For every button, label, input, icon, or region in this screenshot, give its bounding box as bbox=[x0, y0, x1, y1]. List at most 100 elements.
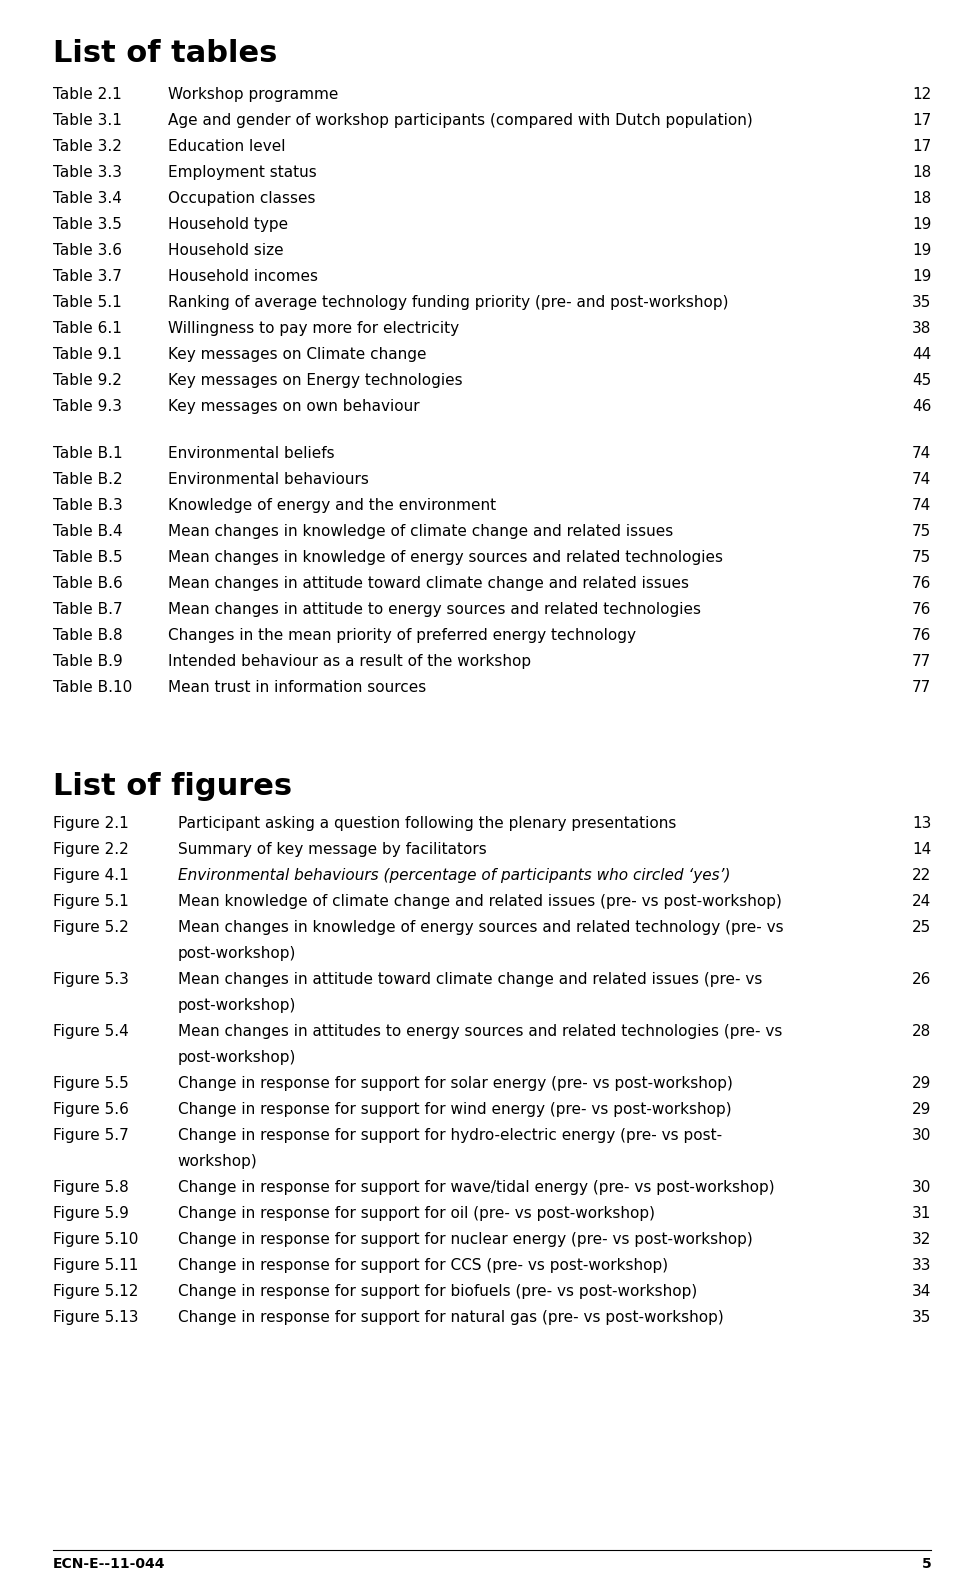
Text: Figure 5.11: Figure 5.11 bbox=[53, 1258, 138, 1273]
Text: Figure 5.4: Figure 5.4 bbox=[53, 1024, 129, 1038]
Text: Table 2.1: Table 2.1 bbox=[53, 87, 122, 103]
Text: Key messages on Climate change: Key messages on Climate change bbox=[168, 347, 426, 363]
Text: 31: 31 bbox=[912, 1206, 931, 1221]
Text: Change in response for support for wind energy (pre- vs post-workshop): Change in response for support for wind … bbox=[178, 1101, 732, 1117]
Text: Table 3.2: Table 3.2 bbox=[53, 139, 122, 155]
Text: Table 6.1: Table 6.1 bbox=[53, 320, 122, 336]
Text: Environmental behaviours (percentage of participants who circled ‘yes’): Environmental behaviours (percentage of … bbox=[178, 868, 731, 882]
Text: Table B.3: Table B.3 bbox=[53, 499, 123, 513]
Text: Intended behaviour as a result of the workshop: Intended behaviour as a result of the wo… bbox=[168, 655, 531, 669]
Text: Table B.7: Table B.7 bbox=[53, 603, 123, 617]
Text: 38: 38 bbox=[912, 320, 931, 336]
Text: 45: 45 bbox=[912, 372, 931, 388]
Text: 19: 19 bbox=[912, 268, 931, 284]
Text: Mean changes in attitude toward climate change and related issues: Mean changes in attitude toward climate … bbox=[168, 576, 689, 592]
Text: Figure 5.10: Figure 5.10 bbox=[53, 1232, 138, 1247]
Text: 75: 75 bbox=[912, 551, 931, 565]
Text: Mean trust in information sources: Mean trust in information sources bbox=[168, 680, 426, 696]
Text: Participant asking a question following the plenary presentations: Participant asking a question following … bbox=[178, 816, 676, 830]
Text: 44: 44 bbox=[912, 347, 931, 363]
Text: 35: 35 bbox=[912, 295, 931, 311]
Text: Figure 5.12: Figure 5.12 bbox=[53, 1284, 138, 1299]
Text: 26: 26 bbox=[912, 972, 931, 986]
Text: ECN-E--11-044: ECN-E--11-044 bbox=[53, 1557, 165, 1572]
Text: Environmental behaviours: Environmental behaviours bbox=[168, 472, 369, 488]
Text: 19: 19 bbox=[912, 243, 931, 259]
Text: 17: 17 bbox=[912, 139, 931, 155]
Text: Knowledge of energy and the environment: Knowledge of energy and the environment bbox=[168, 499, 496, 513]
Text: Mean changes in attitude to energy sources and related technologies: Mean changes in attitude to energy sourc… bbox=[168, 603, 701, 617]
Text: 18: 18 bbox=[912, 191, 931, 207]
Text: Figure 2.2: Figure 2.2 bbox=[53, 841, 129, 857]
Text: 76: 76 bbox=[912, 628, 931, 644]
Text: Figure 4.1: Figure 4.1 bbox=[53, 868, 129, 882]
Text: Table B.6: Table B.6 bbox=[53, 576, 123, 592]
Text: Table 5.1: Table 5.1 bbox=[53, 295, 122, 311]
Text: Age and gender of workshop participants (compared with Dutch population): Age and gender of workshop participants … bbox=[168, 114, 753, 128]
Text: Figure 5.3: Figure 5.3 bbox=[53, 972, 129, 986]
Text: Changes in the mean priority of preferred energy technology: Changes in the mean priority of preferre… bbox=[168, 628, 636, 644]
Text: post-workshop): post-workshop) bbox=[178, 997, 296, 1013]
Text: Summary of key message by facilitators: Summary of key message by facilitators bbox=[178, 841, 487, 857]
Text: 18: 18 bbox=[912, 164, 931, 180]
Text: List of tables: List of tables bbox=[53, 39, 277, 68]
Text: post-workshop): post-workshop) bbox=[178, 1049, 296, 1065]
Text: Table 3.7: Table 3.7 bbox=[53, 268, 122, 284]
Text: Table 3.6: Table 3.6 bbox=[53, 243, 122, 259]
Text: post-workshop): post-workshop) bbox=[178, 945, 296, 961]
Text: Table B.4: Table B.4 bbox=[53, 524, 123, 540]
Text: Mean changes in knowledge of energy sources and related technologies: Mean changes in knowledge of energy sour… bbox=[168, 551, 723, 565]
Text: Figure 2.1: Figure 2.1 bbox=[53, 816, 129, 830]
Text: Figure 5.5: Figure 5.5 bbox=[53, 1076, 129, 1090]
Text: 25: 25 bbox=[912, 920, 931, 934]
Text: Figure 5.7: Figure 5.7 bbox=[53, 1128, 129, 1142]
Text: 35: 35 bbox=[912, 1310, 931, 1326]
Text: Change in response for support for CCS (pre- vs post-workshop): Change in response for support for CCS (… bbox=[178, 1258, 668, 1273]
Text: 46: 46 bbox=[912, 399, 931, 415]
Text: Table B.2: Table B.2 bbox=[53, 472, 123, 488]
Text: 28: 28 bbox=[912, 1024, 931, 1038]
Text: 76: 76 bbox=[912, 603, 931, 617]
Text: Change in response for support for biofuels (pre- vs post-workshop): Change in response for support for biofu… bbox=[178, 1284, 697, 1299]
Text: 19: 19 bbox=[912, 216, 931, 232]
Text: Table B.8: Table B.8 bbox=[53, 628, 123, 644]
Text: Table B.1: Table B.1 bbox=[53, 447, 123, 461]
Text: Figure 5.1: Figure 5.1 bbox=[53, 893, 129, 909]
Text: Table B.10: Table B.10 bbox=[53, 680, 132, 696]
Text: 29: 29 bbox=[912, 1076, 931, 1090]
Text: 77: 77 bbox=[912, 680, 931, 696]
Text: Change in response for support for solar energy (pre- vs post-workshop): Change in response for support for solar… bbox=[178, 1076, 732, 1090]
Text: Key messages on Energy technologies: Key messages on Energy technologies bbox=[168, 372, 463, 388]
Text: 17: 17 bbox=[912, 114, 931, 128]
Text: Key messages on own behaviour: Key messages on own behaviour bbox=[168, 399, 420, 415]
Text: Change in response for support for nuclear energy (pre- vs post-workshop): Change in response for support for nucle… bbox=[178, 1232, 753, 1247]
Text: Change in response for support for hydro-electric energy (pre- vs post-: Change in response for support for hydro… bbox=[178, 1128, 722, 1142]
Text: Change in response for support for wave/tidal energy (pre- vs post-workshop): Change in response for support for wave/… bbox=[178, 1180, 774, 1195]
Text: Table 3.3: Table 3.3 bbox=[53, 164, 122, 180]
Text: Table B.5: Table B.5 bbox=[53, 551, 123, 565]
Text: List of figures: List of figures bbox=[53, 772, 292, 800]
Text: Household size: Household size bbox=[168, 243, 283, 259]
Text: 74: 74 bbox=[912, 472, 931, 488]
Text: Mean changes in knowledge of energy sources and related technology (pre- vs: Mean changes in knowledge of energy sour… bbox=[178, 920, 783, 934]
Text: Table 3.1: Table 3.1 bbox=[53, 114, 122, 128]
Text: Change in response for support for natural gas (pre- vs post-workshop): Change in response for support for natur… bbox=[178, 1310, 723, 1326]
Text: 5: 5 bbox=[922, 1557, 931, 1572]
Text: Occupation classes: Occupation classes bbox=[168, 191, 316, 207]
Text: Mean changes in knowledge of climate change and related issues: Mean changes in knowledge of climate cha… bbox=[168, 524, 673, 540]
Text: Mean changes in attitude toward climate change and related issues (pre- vs: Mean changes in attitude toward climate … bbox=[178, 972, 762, 986]
Text: 30: 30 bbox=[912, 1128, 931, 1142]
Text: Figure 5.8: Figure 5.8 bbox=[53, 1180, 129, 1195]
Text: Table 3.5: Table 3.5 bbox=[53, 216, 122, 232]
Text: 30: 30 bbox=[912, 1180, 931, 1195]
Text: Figure 5.2: Figure 5.2 bbox=[53, 920, 129, 934]
Text: Ranking of average technology funding priority (pre- and post-workshop): Ranking of average technology funding pr… bbox=[168, 295, 729, 311]
Text: Figure 5.9: Figure 5.9 bbox=[53, 1206, 129, 1221]
Text: 76: 76 bbox=[912, 576, 931, 592]
Text: Mean changes in attitudes to energy sources and related technologies (pre- vs: Mean changes in attitudes to energy sour… bbox=[178, 1024, 782, 1038]
Text: Table 3.4: Table 3.4 bbox=[53, 191, 122, 207]
Text: Figure 5.6: Figure 5.6 bbox=[53, 1101, 129, 1117]
Text: 75: 75 bbox=[912, 524, 931, 540]
Text: 32: 32 bbox=[912, 1232, 931, 1247]
Text: Employment status: Employment status bbox=[168, 164, 317, 180]
